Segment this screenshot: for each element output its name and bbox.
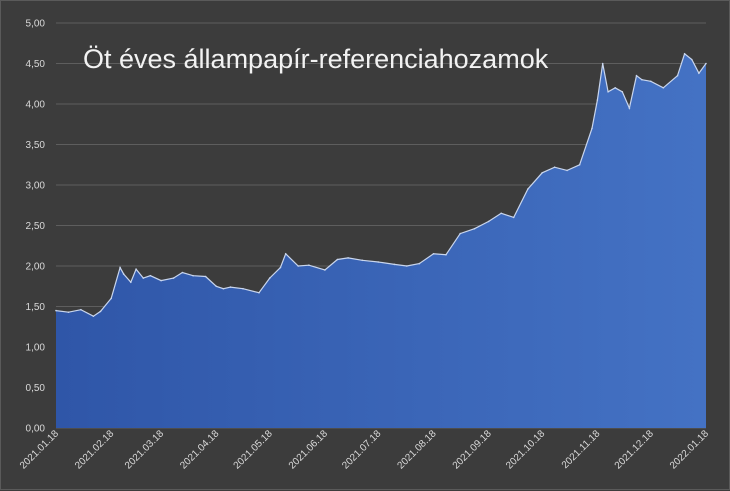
data-point xyxy=(578,164,581,166)
data-point xyxy=(242,287,244,290)
data-point xyxy=(406,265,408,267)
area-fill xyxy=(56,53,706,429)
data-point xyxy=(473,227,476,230)
data-point xyxy=(279,266,282,269)
data-point xyxy=(149,274,152,277)
y-tick-label: 1,00 xyxy=(26,343,46,354)
data-point xyxy=(297,265,300,267)
x-tick-label: 2021.08.18 xyxy=(395,428,438,471)
x-tick-label: 2022.01.18 xyxy=(668,428,711,471)
data-point xyxy=(418,262,421,265)
chart-title: Öt éves állampapír-referenciahozamok xyxy=(83,44,549,74)
data-point xyxy=(361,259,364,262)
data-point xyxy=(308,264,310,267)
y-tick-label: 4,50 xyxy=(26,59,46,70)
data-point xyxy=(635,74,638,77)
x-tick-label: 2021.11.18 xyxy=(560,428,603,471)
data-point xyxy=(650,80,652,83)
x-tick-label: 2021.06.18 xyxy=(287,428,330,471)
data-point xyxy=(541,172,543,174)
x-tick-label: 2021.09.18 xyxy=(451,428,494,471)
data-point xyxy=(336,258,339,261)
data-point xyxy=(601,62,604,65)
data-point xyxy=(596,99,599,101)
data-point xyxy=(566,169,568,172)
data-point xyxy=(181,271,184,274)
y-tick-label: 5,00 xyxy=(26,19,46,30)
data-point xyxy=(527,188,529,190)
data-point xyxy=(641,78,643,81)
data-point xyxy=(135,268,137,271)
y-axis-ticks: 0,00 0,50 1,00 1,50 2,00 2,50 3,00 3,50 4,00 4,50… xyxy=(26,19,46,435)
x-tick-label: 2021.07.18 xyxy=(340,428,383,471)
data-point xyxy=(130,281,132,284)
data-point xyxy=(614,87,616,89)
data-point xyxy=(119,266,121,269)
data-point xyxy=(445,253,447,256)
data-point xyxy=(459,232,462,235)
y-tick-label: 2,00 xyxy=(26,262,46,273)
data-point xyxy=(432,253,435,255)
x-tick-label: 2021.12.18 xyxy=(613,428,656,471)
data-point xyxy=(487,220,490,223)
data-point xyxy=(347,257,349,259)
y-tick-label: 0,00 xyxy=(26,424,46,435)
data-point xyxy=(268,277,271,279)
data-point xyxy=(512,216,515,219)
data-point xyxy=(122,273,125,275)
data-point xyxy=(142,277,145,279)
data-point xyxy=(621,91,624,93)
data-point xyxy=(222,287,225,290)
area-series xyxy=(55,52,707,429)
data-point xyxy=(204,275,207,278)
x-tick-label: 2021.04.18 xyxy=(178,428,221,471)
y-tick-label: 0,50 xyxy=(26,383,46,394)
data-point xyxy=(662,87,665,89)
data-point xyxy=(591,127,593,130)
data-point xyxy=(691,58,693,61)
data-point xyxy=(324,269,326,271)
data-point xyxy=(110,297,112,300)
data-point xyxy=(500,212,503,215)
data-point xyxy=(80,308,82,311)
data-point xyxy=(55,309,57,312)
data-point xyxy=(553,166,556,168)
x-tick-label: 2021.05.18 xyxy=(232,428,275,471)
data-point xyxy=(284,253,287,255)
y-tick-label: 3,00 xyxy=(26,181,46,192)
x-tick-label: 2021.01.18 xyxy=(18,428,61,471)
data-point xyxy=(172,277,175,279)
y-tick-label: 2,50 xyxy=(26,221,46,232)
data-point xyxy=(160,279,162,282)
x-tick-label: 2021.02.18 xyxy=(73,428,116,471)
data-point xyxy=(377,261,380,263)
y-tick-label: 1,50 xyxy=(26,302,46,313)
y-tick-label: 3,50 xyxy=(26,140,46,151)
data-point xyxy=(192,274,194,277)
x-tick-label: 2021.03.18 xyxy=(123,428,166,471)
data-point xyxy=(676,74,679,77)
data-point xyxy=(92,315,95,318)
data-point xyxy=(705,62,707,65)
y-tick-label: 4,00 xyxy=(26,100,46,111)
x-axis-ticks: 2021.01.18 2021.02.18 2021.03.18 2021.04.18… xyxy=(18,428,711,471)
data-point xyxy=(258,291,260,294)
data-point xyxy=(683,53,686,55)
data-point xyxy=(99,310,102,313)
data-point xyxy=(67,311,70,314)
data-point xyxy=(698,72,700,74)
data-point xyxy=(215,285,218,288)
x-tick-label: 2021.10.18 xyxy=(504,428,547,471)
data-point xyxy=(229,286,232,288)
data-point xyxy=(628,107,631,109)
data-point xyxy=(393,263,396,266)
data-point xyxy=(607,91,609,93)
